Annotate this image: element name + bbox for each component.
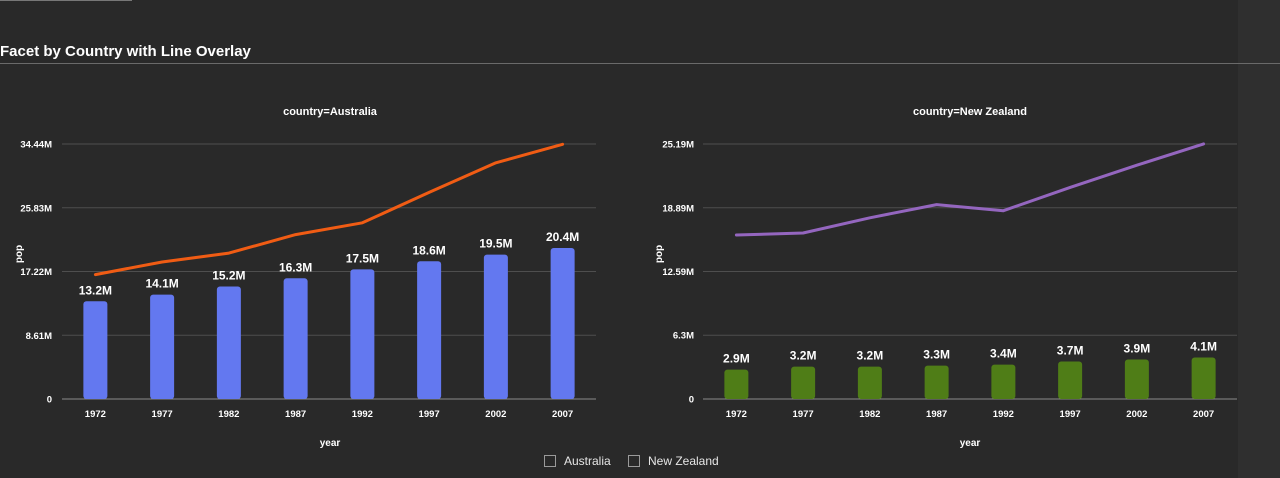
- page-title: Facet by Country with Line Overlay: [0, 43, 251, 60]
- right-gutter: [1238, 0, 1280, 478]
- x-axis-label-new-zealand: year: [960, 438, 981, 449]
- x-tick-label-new-zealand: 2007: [1193, 409, 1214, 420]
- x-tick-label-new-zealand: 1997: [1060, 409, 1081, 420]
- line-series-australia: [93, 142, 565, 277]
- y-tick-label-new-zealand: 12.59M: [662, 267, 694, 278]
- bar-label-new-zealand: 3.7M: [1057, 344, 1084, 358]
- y-axis-label-new-zealand: pop: [654, 245, 665, 263]
- bar-new-zealand: [724, 369, 749, 399]
- title-divider-extension: [1238, 63, 1280, 64]
- y-tick-label-australia: 34.44M: [20, 140, 52, 151]
- bar-label-new-zealand: 3.2M: [857, 349, 884, 363]
- y-tick-label-australia: 8.61M: [26, 331, 52, 342]
- bar-label-new-zealand: 4.1M: [1190, 339, 1217, 353]
- y-tick-label-new-zealand: 6.3M: [673, 331, 694, 342]
- y-tick-label-australia: 0: [47, 395, 52, 406]
- bar-australia: [417, 261, 442, 399]
- y-tick-label-australia: 25.83M: [20, 203, 52, 214]
- x-tick-label-new-zealand: 2002: [1126, 409, 1147, 420]
- bar-australia: [150, 294, 175, 399]
- x-tick-label-new-zealand: 1977: [793, 409, 814, 420]
- x-tick-label-australia: 2007: [552, 409, 573, 420]
- bar-label-new-zealand: 2.9M: [723, 352, 750, 366]
- x-tick-label-new-zealand: 1987: [926, 409, 947, 420]
- legend-checkbox-new-zealand[interactable]: [628, 455, 640, 467]
- bar-label-australia: 18.6M: [412, 243, 445, 257]
- line-series-new-zealand: [734, 142, 1206, 237]
- bar-label-australia: 14.1M: [145, 277, 178, 291]
- bar-new-zealand: [857, 366, 882, 399]
- bar-new-zealand: [1191, 357, 1216, 399]
- bar-label-new-zealand: 3.4M: [990, 347, 1017, 361]
- x-tick-label-new-zealand: 1992: [993, 409, 1014, 420]
- legend-item-new-zealand[interactable]: New Zealand: [628, 454, 719, 468]
- bar-australia: [83, 301, 108, 399]
- legend-item-australia[interactable]: Australia: [544, 454, 611, 468]
- bar-australia: [350, 269, 375, 399]
- title-divider: [0, 63, 1238, 64]
- bar-australia: [283, 278, 308, 399]
- bar-new-zealand: [791, 366, 816, 399]
- bar-australia: [550, 247, 575, 399]
- x-tick-label-australia: 1977: [152, 409, 173, 420]
- x-tick-label-australia: 1982: [218, 409, 239, 420]
- facet-chart: country=Australia 0 8.61M 17.22M 25.83M 34.44…: [14, 106, 1237, 449]
- bar-new-zealand: [1058, 361, 1083, 399]
- y-axis-label-australia: pop: [14, 245, 25, 263]
- bar-new-zealand: [1124, 359, 1149, 399]
- legend-label-new-zealand: New Zealand: [648, 454, 719, 468]
- x-tick-label-australia: 1997: [419, 409, 440, 420]
- x-tick-label-australia: 1987: [285, 409, 306, 420]
- bar-australia: [483, 254, 508, 399]
- bar-label-australia: 15.2M: [212, 268, 245, 282]
- bar-label-australia: 17.5M: [346, 251, 379, 265]
- y-tick-label-new-zealand: 0: [689, 395, 694, 406]
- bar-label-new-zealand: 3.9M: [1124, 342, 1151, 356]
- x-tick-label-australia: 2002: [485, 409, 506, 420]
- facet-title-australia: country=Australia: [283, 106, 378, 118]
- x-axis-label-australia: year: [320, 438, 341, 449]
- x-tick-label-australia: 1972: [85, 409, 106, 420]
- y-tick-label-new-zealand: 25.19M: [662, 140, 694, 151]
- x-tick-label-australia: 1992: [352, 409, 373, 420]
- x-tick-label-new-zealand: 1982: [859, 409, 880, 420]
- bar-label-australia: 13.2M: [79, 283, 112, 297]
- x-tick-label-new-zealand: 1972: [726, 409, 747, 420]
- top-divider: [0, 0, 132, 1]
- bar-label-australia: 19.5M: [479, 237, 512, 251]
- bar-australia: [216, 286, 241, 399]
- bar-new-zealand: [991, 364, 1016, 399]
- y-tick-label-new-zealand: 18.89M: [662, 203, 694, 214]
- bar-label-new-zealand: 3.3M: [923, 348, 950, 362]
- facet-title-new-zealand: country=New Zealand: [913, 106, 1027, 118]
- legend-checkbox-australia[interactable]: [544, 455, 556, 467]
- bar-label-new-zealand: 3.2M: [790, 349, 817, 363]
- y-tick-label-australia: 17.22M: [20, 267, 52, 278]
- chart-panel: [0, 0, 1238, 478]
- bar-label-australia: 16.3M: [279, 260, 312, 274]
- bar-new-zealand: [924, 365, 949, 399]
- bar-label-australia: 20.4M: [546, 230, 579, 244]
- legend-label-australia: Australia: [564, 454, 611, 468]
